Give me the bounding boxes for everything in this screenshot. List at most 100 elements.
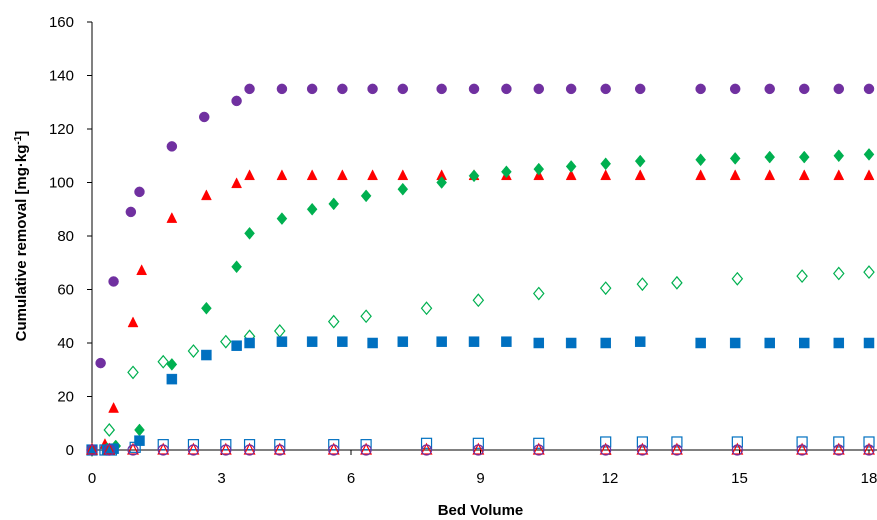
data-point-circle-filled: [231, 95, 242, 107]
data-point-diamond-hollow: [731, 271, 744, 286]
data-point-triangle-hollow: [86, 442, 98, 455]
x-tick-label: 9: [476, 470, 484, 487]
data-point-square-hollow: [472, 437, 484, 449]
y-axis-title-tail: ]: [13, 131, 30, 136]
data-point-diamond-hollow: [187, 344, 200, 358]
data-point-circle-hollow: [533, 444, 545, 456]
data-point-circle-filled: [337, 83, 348, 95]
data-point-diamond-hollow: [671, 275, 683, 290]
data-point-triangle-hollow: [360, 442, 373, 455]
y-tick-label: 40: [57, 335, 74, 352]
data-point-triangle-hollow: [273, 442, 286, 455]
data-point-square-filled: [799, 337, 810, 349]
data-point-triangle-filled: [634, 169, 646, 181]
data-point-triangle-hollow: [599, 442, 612, 455]
data-point-triangle-filled: [397, 169, 409, 181]
data-point-square-filled: [833, 337, 845, 349]
data-point-circle-filled: [634, 83, 646, 95]
data-point-diamond-filled: [634, 154, 646, 168]
data-point-square-hollow: [99, 444, 111, 456]
data-point-diamond-hollow: [636, 277, 649, 292]
data-point-circle-filled: [134, 186, 145, 198]
x-tick-label: 0: [88, 470, 96, 487]
data-point-diamond-hollow: [103, 423, 116, 437]
data-point-circle-filled: [863, 83, 875, 95]
data-point-square-hollow: [129, 441, 141, 453]
data-point-square-filled: [337, 336, 348, 347]
data-point-circle-hollow: [274, 444, 286, 456]
data-point-square-hollow: [274, 439, 286, 451]
data-point-circle-filled: [306, 83, 318, 95]
data-point-square-hollow: [420, 437, 433, 449]
data-point-square-hollow: [671, 436, 683, 448]
data-point-square-filled: [863, 337, 875, 349]
data-point-circle-filled: [198, 111, 210, 123]
data-point-circle-hollow: [833, 444, 845, 456]
data-point-square-filled: [201, 349, 212, 361]
data-point-square-hollow: [533, 437, 545, 449]
data-point-triangle-filled: [244, 169, 255, 181]
data-point-triangle-filled: [336, 169, 348, 181]
x-tick-label: 12: [602, 470, 619, 487]
data-point-circle-hollow: [420, 444, 433, 456]
data-point-square-filled: [166, 373, 178, 385]
data-point-circle-filled: [833, 83, 845, 95]
data-point-square-filled: [436, 336, 447, 347]
data-point-circle-hollow: [600, 444, 612, 456]
data-point-circle-filled: [166, 141, 178, 152]
x-axis-ticks: 0 3 6 9 12 15 18: [88, 450, 877, 487]
data-point-triangle-filled: [166, 212, 178, 223]
data-point-square-hollow: [833, 436, 845, 448]
data-point-diamond-filled: [244, 226, 255, 240]
data-point-circle-filled: [108, 276, 119, 287]
data-point-square-filled: [634, 336, 646, 347]
data-point-diamond-filled: [166, 358, 178, 371]
data-point-diamond-hollow: [327, 314, 340, 329]
data-point-circle-filled: [244, 83, 255, 95]
y-axis-title-superscript: -1: [13, 135, 24, 144]
data-point-triangle-hollow: [796, 442, 809, 455]
data-point-diamond-filled: [468, 169, 480, 183]
data-point-circle-filled: [276, 83, 288, 95]
data-point-diamond-hollow: [863, 265, 875, 280]
data-point-square-hollow: [863, 436, 875, 448]
data-point-diamond-filled: [565, 160, 577, 173]
data-point-diamond-hollow: [472, 293, 485, 308]
y-tick-label: 100: [49, 175, 74, 192]
x-tick-label: 6: [347, 470, 355, 487]
data-point-square-hollow: [187, 439, 200, 451]
data-point-diamond-filled: [134, 423, 145, 437]
data-point-circle-filled: [799, 83, 810, 95]
data-point-triangle-hollow: [636, 442, 649, 455]
data-point-square-filled: [729, 337, 741, 349]
data-point-circle-hollow: [796, 444, 808, 456]
data-point-square-filled: [231, 340, 242, 351]
data-point-triangle-hollow: [187, 442, 200, 455]
data-point-triangle-filled: [231, 177, 243, 189]
data-point-square-hollow: [157, 439, 169, 451]
data-point-diamond-hollow: [360, 309, 372, 324]
data-point-circle-filled: [397, 83, 409, 95]
data-point-triangle-hollow: [472, 442, 485, 455]
data-point-diamond-filled: [501, 165, 512, 179]
data-point-triangle-filled: [108, 401, 119, 413]
data-point-diamond-filled: [863, 148, 875, 161]
data-point-circle-hollow: [103, 444, 115, 456]
data-point-diamond-hollow: [796, 269, 808, 284]
data-point-square-hollow: [636, 436, 648, 448]
y-tick-label: 20: [57, 389, 74, 406]
data-point-triangle-filled: [833, 169, 845, 181]
data-point-triangle-hollow: [103, 442, 116, 455]
data-point-triangle-filled: [764, 169, 776, 181]
data-point-diamond-hollow: [532, 286, 545, 301]
data-point-circle-filled: [600, 83, 611, 95]
data-point-diamond-filled: [306, 202, 318, 216]
data-point-triangle-hollow: [420, 442, 433, 455]
data-point-diamond-filled: [833, 149, 845, 163]
data-point-triangle-filled: [863, 169, 875, 181]
x-axis-title: Bed Volume: [438, 502, 524, 519]
data-point-square-hollow: [243, 439, 256, 451]
data-point-circle-hollow: [472, 444, 484, 456]
data-point-circle-filled: [764, 83, 775, 95]
y-tick-label: 0: [66, 442, 74, 459]
